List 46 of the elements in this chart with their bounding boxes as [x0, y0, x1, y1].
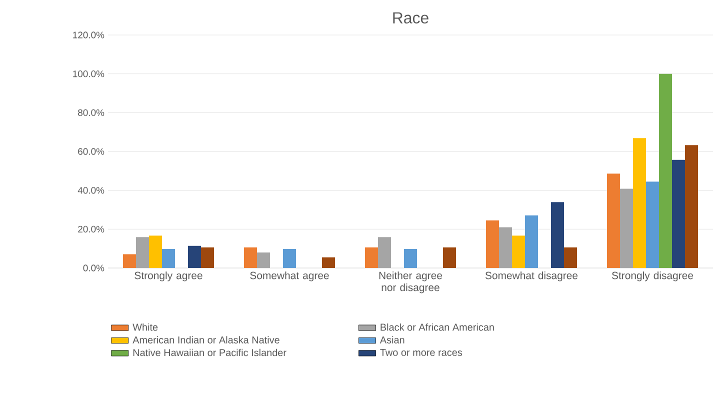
- chart-title: Race: [393, 12, 428, 24]
- legend-label: Asian: [380, 336, 404, 344]
- x-tick-label: Somewhat agree: [250, 272, 329, 282]
- bar: [365, 247, 378, 268]
- bar: [646, 182, 659, 268]
- x-tick-label: Strongly agree: [134, 272, 202, 282]
- bar: [659, 74, 672, 268]
- bar: [672, 160, 686, 268]
- bar: [620, 188, 633, 268]
- bar: [525, 215, 538, 268]
- bar: [201, 247, 214, 268]
- bar: [564, 247, 578, 268]
- y-tick-label: 80.0%: [78, 109, 104, 116]
- bar: [378, 237, 391, 268]
- bar: [512, 236, 525, 268]
- bar: [123, 254, 136, 268]
- y-tick-label: 100.0%: [73, 70, 104, 78]
- y-tick-label: 20.0%: [78, 226, 104, 233]
- bar: [322, 257, 335, 268]
- bar: [162, 248, 175, 268]
- legend-label: Native Hawaiian or Pacific Islander: [133, 348, 286, 356]
- bar: [443, 247, 456, 268]
- y-tick-label: 120.0%: [73, 32, 104, 38]
- bar: [551, 202, 564, 268]
- bar: [486, 220, 499, 268]
- bar: [404, 248, 417, 268]
- x-tick-label: Somewhat disagree: [485, 272, 578, 282]
- bar: [283, 248, 296, 268]
- bar: [607, 174, 620, 268]
- bar: [499, 227, 512, 268]
- bar: [633, 138, 646, 268]
- legend-label: White: [132, 323, 158, 331]
- x-tick-label: Strongly disagree: [612, 272, 694, 282]
- bar: [257, 252, 270, 268]
- bar: [244, 247, 257, 268]
- x-tick-label: Neither agree nor disagree: [379, 272, 442, 294]
- bar: [188, 246, 201, 268]
- y-tick-label: 0.0%: [83, 264, 104, 272]
- y-tick-label: 60.0%: [78, 148, 104, 155]
- bar: [149, 236, 162, 268]
- y-tick-label: 40.0%: [78, 186, 104, 194]
- legend-label: Two or more races: [380, 349, 462, 356]
- legend-label: American Indian or Alaska Native: [132, 336, 280, 344]
- bar: [136, 237, 149, 268]
- legend-label: Black or African American: [380, 323, 494, 331]
- bar: [685, 145, 698, 268]
